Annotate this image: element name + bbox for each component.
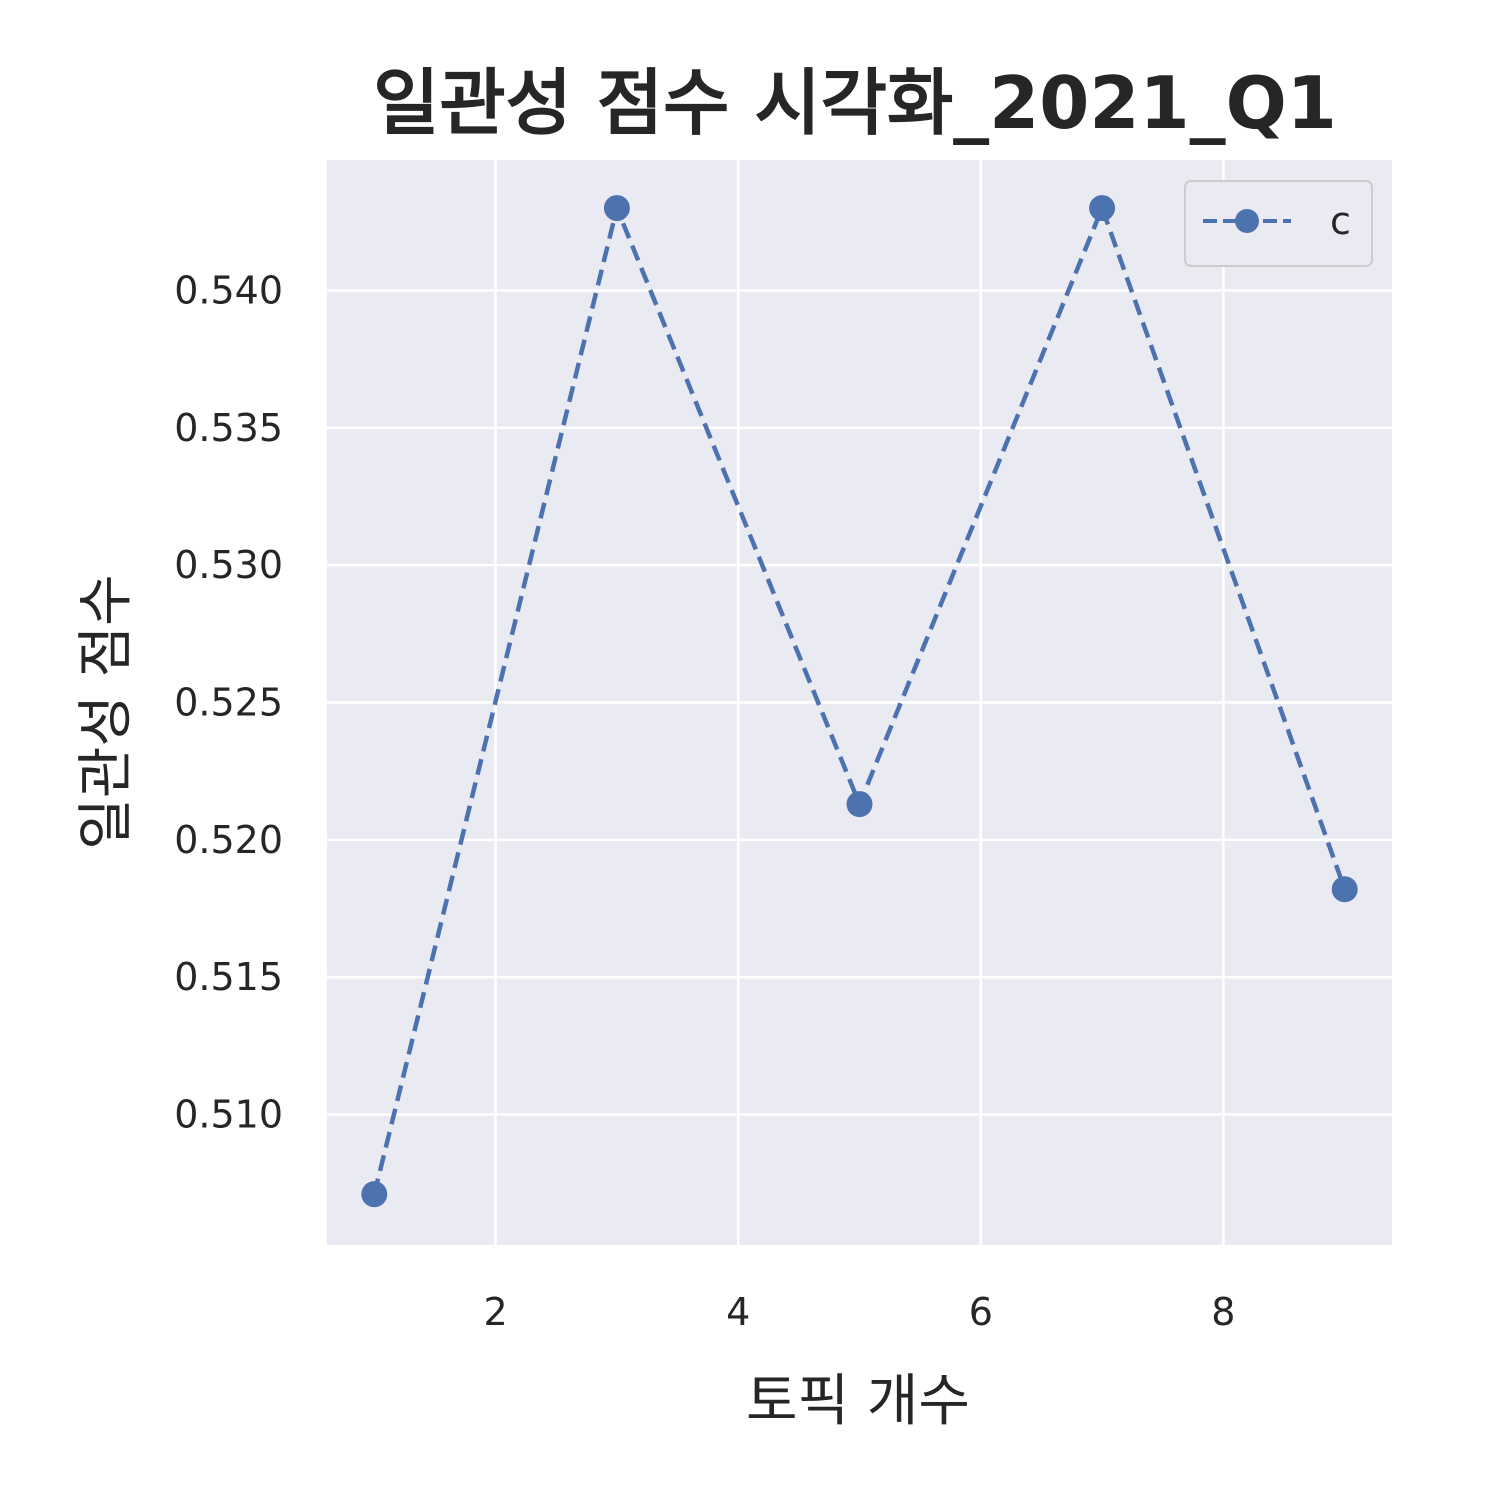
legend: c	[1184, 180, 1373, 267]
x-axis-label: 토픽 개수	[746, 1369, 970, 1434]
y-tick-label: 0.525	[174, 681, 283, 725]
legend-label-c: c	[1330, 199, 1351, 243]
data-point	[1089, 195, 1116, 222]
x-tick-label: 8	[1211, 1290, 1235, 1334]
y-tick-label: 0.510	[174, 1093, 283, 1137]
y-tick-label: 0.515	[174, 955, 283, 999]
y-tick-label: 0.535	[174, 406, 283, 450]
data-point	[361, 1181, 388, 1208]
x-tick-label: 4	[726, 1290, 750, 1334]
legend-marker-sample	[1235, 209, 1259, 233]
data-point	[1331, 876, 1358, 903]
y-tick-label: 0.520	[174, 818, 283, 862]
y-axis-label: 일관성 점수	[74, 574, 139, 849]
grid	[327, 160, 1392, 1245]
y-tick-label: 0.530	[174, 543, 283, 587]
series-layer	[361, 195, 1358, 1208]
chart-title: 일관성 점수 시각화_2021_Q1	[373, 61, 1337, 145]
x-tick-label: 6	[969, 1290, 993, 1334]
legend-box	[1184, 180, 1373, 267]
y-tick-label: 0.540	[174, 268, 283, 312]
data-point	[603, 195, 630, 222]
tick-labels: 2 4 6 8 0.510 0.515 0.520 0.525 0.530 0.535 0.540	[174, 268, 1235, 1334]
data-point	[846, 791, 873, 818]
x-tick-label: 2	[484, 1290, 508, 1334]
